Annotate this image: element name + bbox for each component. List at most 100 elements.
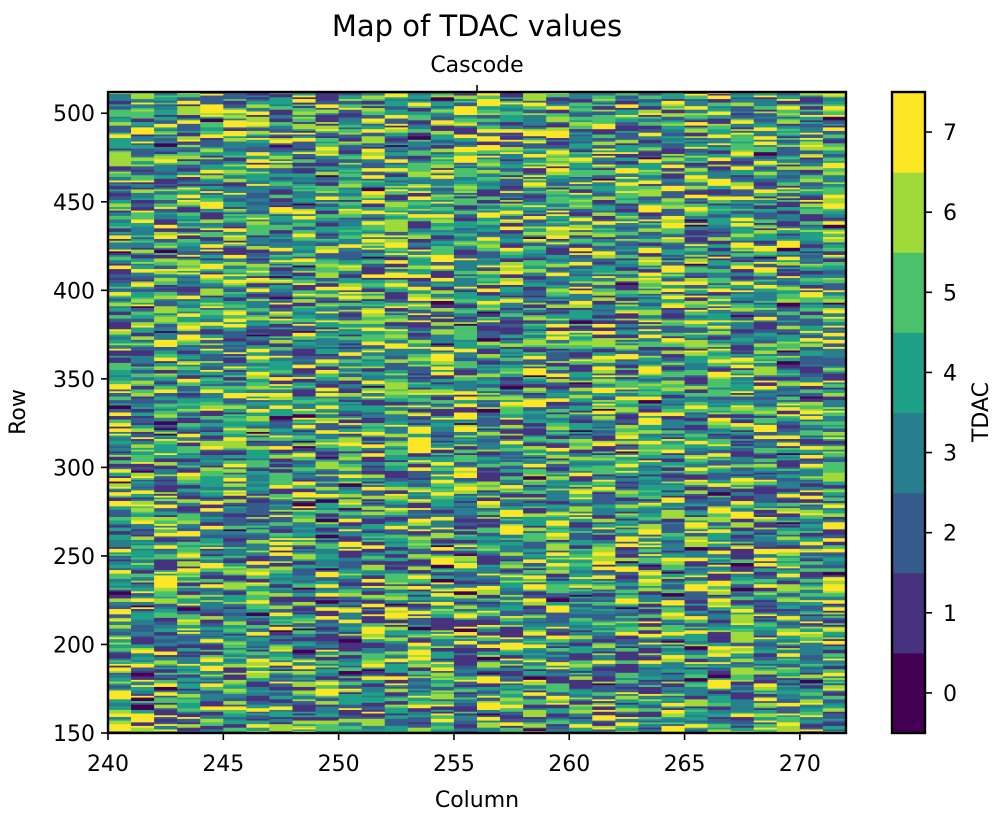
heatmap-cell [384,189,409,192]
heatmap-cell [200,152,224,157]
heatmap-cell [200,697,224,702]
heatmap-cell [315,676,339,681]
heatmap-cell [477,619,501,622]
heatmap-cell [246,534,270,539]
heatmap-cell [292,162,316,167]
heatmap-cell [292,191,316,195]
heatmap-cell [269,683,293,688]
heatmap-cell [453,605,478,610]
heatmap-cell [407,254,432,257]
heatmap-cell [546,189,570,192]
heatmap-cell [223,371,247,376]
heatmap-cell [154,377,178,381]
heatmap-cell [200,479,224,484]
heatmap-cell [361,207,386,211]
heatmap-cell [269,362,293,367]
heatmap-cell [361,722,386,727]
heatmap-cell [453,350,478,353]
heatmap-cell [177,669,201,672]
heatmap-cell [361,616,386,620]
heatmap-cell [108,444,132,447]
heatmap-cell [477,258,501,261]
heatmap-cell [338,605,362,608]
heatmap-cell [108,639,132,643]
heatmap-cell [177,269,201,272]
heatmap-cell [407,370,432,374]
heatmap-cell [407,178,432,181]
heatmap-cell [361,578,386,583]
heatmap-cell [361,95,386,100]
heatmap-cell [315,189,339,192]
heatmap-cell [108,509,132,514]
heatmap-cell [500,472,524,477]
heatmap-cell [338,173,362,178]
heatmap-cell [292,727,316,730]
heatmap-cell [200,639,224,642]
heatmap-cell [569,168,593,171]
heatmap-cell [315,263,339,268]
heatmap-cell [569,410,593,413]
heatmap-cell [200,557,224,560]
heatmap-cell [453,148,478,153]
heatmap-cell [569,446,593,450]
heatmap-cell [131,393,155,397]
heatmap-cell [338,396,362,401]
heatmap-cell [523,563,547,567]
heatmap-cell [361,485,386,488]
heatmap-cell [269,559,293,562]
heatmap-cell [269,230,293,234]
heatmap-cell [477,251,501,256]
heatmap-cell [361,345,386,350]
heatmap-cell [315,223,339,227]
heatmap-cell [407,235,432,240]
heatmap-cell [292,440,316,443]
heatmap-cell [154,493,178,497]
heatmap-cell [523,102,547,107]
heatmap-cell [223,711,247,714]
heatmap-cell [477,472,501,475]
heatmap-cell [361,456,386,461]
heatmap-cell [246,619,270,622]
heatmap-cell [131,686,155,691]
heatmap-cell [477,621,501,626]
heatmap-cell [246,336,270,341]
heatmap-cell [131,343,155,346]
heatmap-cell [500,164,524,169]
heatmap-cell [200,543,224,546]
heatmap-cell [361,125,386,130]
heatmap-cell [269,162,293,165]
heatmap-cell [223,145,247,149]
heatmap-cell [453,254,478,259]
heatmap-cell [246,159,270,164]
heatmap-cell [315,656,339,661]
heatmap-cell [200,212,224,215]
heatmap-cell [292,377,316,380]
heatmap-cell [546,635,570,640]
heatmap-cell [453,251,478,256]
heatmap-cell [500,200,524,203]
heatmap-cell [523,295,547,298]
heatmap-cell [177,277,201,282]
heatmap-cell [108,587,132,590]
heatmap-cell [500,532,524,535]
heatmap-cell [315,483,339,488]
heatmap-cell [523,187,547,192]
heatmap-cell [338,362,362,367]
heatmap-cell [361,221,386,226]
heatmap-cell [523,297,547,302]
heatmap-cell [500,380,524,385]
heatmap-cell [315,717,339,721]
heatmap-cell [523,601,547,606]
heatmap-cell [477,697,501,702]
heatmap-cell [430,633,455,636]
heatmap-cell [407,449,432,454]
heatmap-cell [407,159,432,162]
heatmap-cell [384,242,409,247]
heatmap-cell [338,189,362,194]
heatmap-cell [546,522,570,527]
heatmap-cell [154,336,178,341]
heatmap-cell [453,384,478,389]
heatmap-cell [108,617,132,620]
heatmap-cell [246,198,270,203]
heatmap-cell [108,269,132,272]
